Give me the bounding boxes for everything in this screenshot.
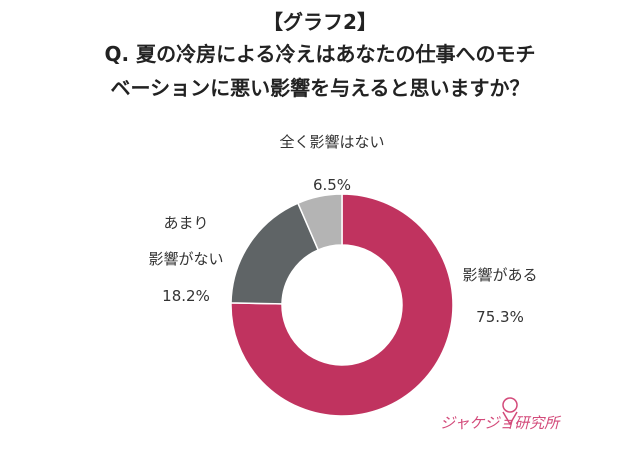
- slice-affected: [230, 193, 454, 417]
- slice-value-not-much: 18.2%: [162, 287, 210, 305]
- slice-label-affected: 影響がある: [462, 266, 537, 284]
- slice-label-not-much-line2: 影響がない: [148, 250, 223, 268]
- question-line-1: Q. 夏の冷房による冷えはあなたの仕事へのモチ: [104, 42, 536, 66]
- slice-label-not-at-all: 全く影響はない: [279, 133, 384, 151]
- mascot-icon: [502, 397, 518, 426]
- question-line-2: ベーションに悪い影響を与えると思いますか？: [110, 76, 530, 100]
- slice-value-not-at-all: 6.5%: [313, 176, 351, 194]
- brand-logo: ジャケジョ研究所: [440, 397, 610, 440]
- slice-not-at-all: [296, 193, 343, 251]
- logo-text: ジャケジョ研究所: [440, 414, 560, 432]
- slice-label-not-much-line1: あまり: [163, 214, 208, 232]
- donut-slices: [230, 193, 454, 417]
- slice-value-affected: 75.3%: [476, 308, 524, 326]
- chart-title: 【グラフ2】: [263, 10, 377, 34]
